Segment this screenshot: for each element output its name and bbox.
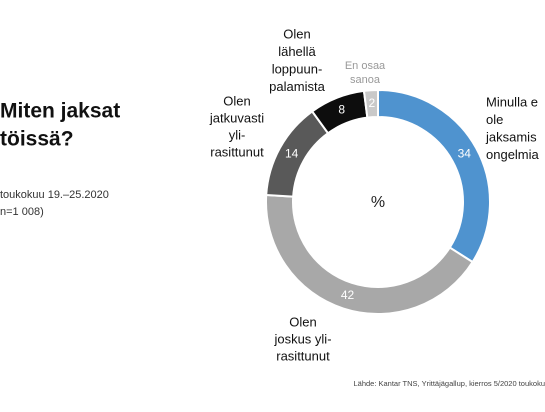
value-label: 8 <box>338 103 345 117</box>
value-label: 42 <box>341 288 355 302</box>
category-label: palamista <box>269 79 325 94</box>
category-label: Olen <box>283 26 310 41</box>
category-label: rasittunut <box>276 348 330 363</box>
category-label: jatkuvasti <box>209 110 264 125</box>
category-label: joskus yli- <box>273 331 331 346</box>
category-label: Minulla e <box>486 94 538 109</box>
source: Lähde: Kantar TNS, Yrittäjägallup, kierr… <box>353 379 545 388</box>
value-label: 14 <box>285 147 299 161</box>
category-label: jaksamis <box>485 129 537 144</box>
category-label: yli- <box>229 127 246 142</box>
value-label: 34 <box>458 147 472 161</box>
center-label: % <box>371 194 385 211</box>
category-label: ongelmia <box>486 147 540 162</box>
category-label: sanoa <box>350 74 381 86</box>
title: töissä? <box>0 128 74 151</box>
category-label: En osaa <box>345 60 386 72</box>
donut-segment <box>362 88 379 119</box>
title: Miten jaksat <box>0 100 120 123</box>
donut-segment <box>265 193 474 315</box>
value-label: 2 <box>368 96 375 110</box>
subtitle: toukokuu 19.–25.2020 <box>0 189 109 201</box>
donut-segment <box>377 88 491 264</box>
category-label: lähellä <box>278 44 316 59</box>
category-label: ole <box>486 112 503 127</box>
category-label: loppuun- <box>272 61 323 76</box>
subtitle: n=1 008) <box>0 206 44 218</box>
category-label: Olen <box>223 93 250 108</box>
category-label: rasittunut <box>210 144 264 159</box>
category-label: Olen <box>289 314 316 329</box>
